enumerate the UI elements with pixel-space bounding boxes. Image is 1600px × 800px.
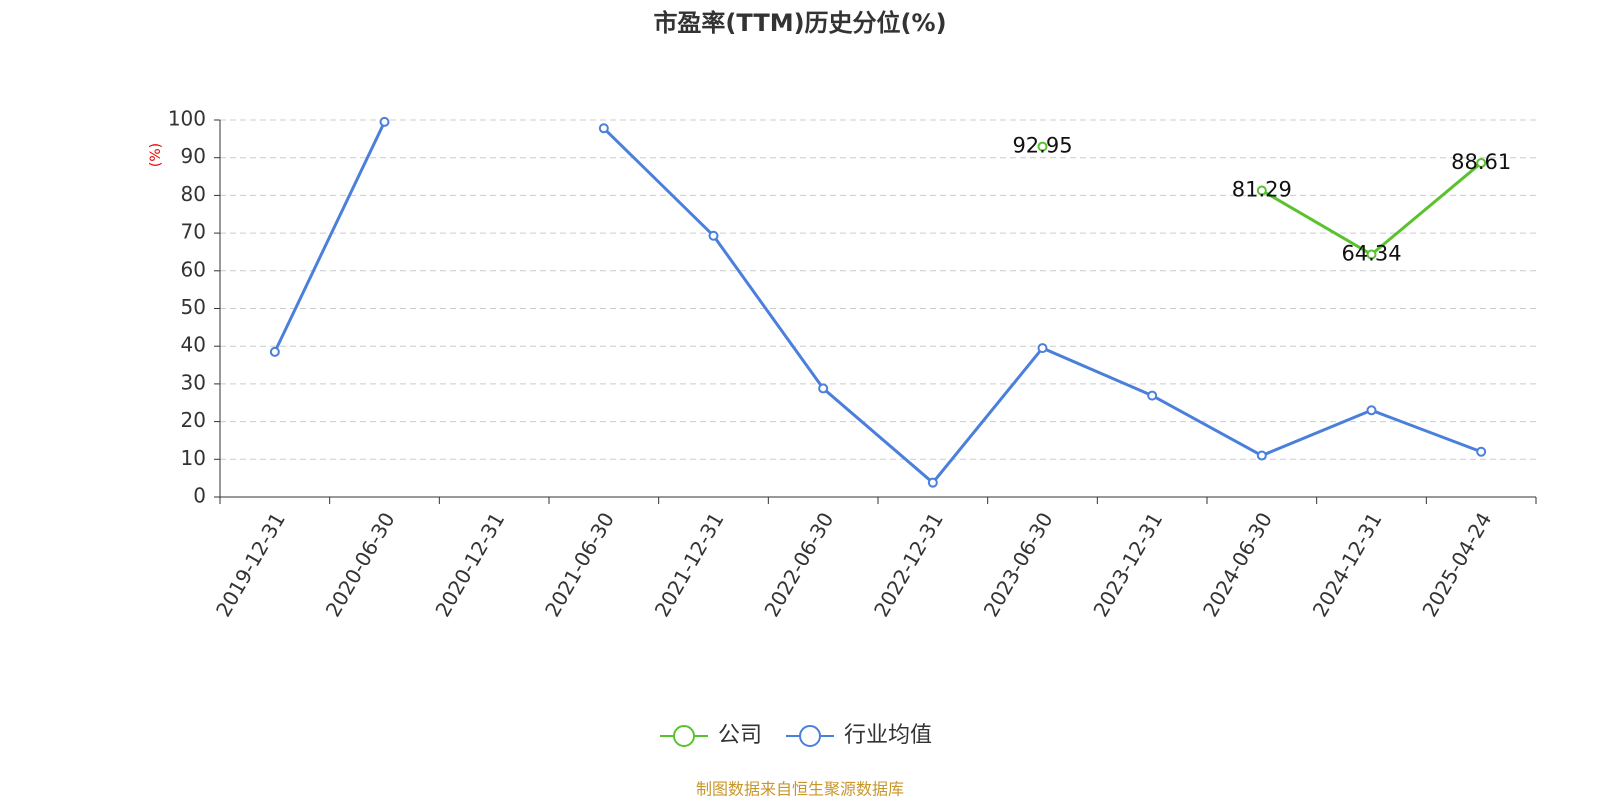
point [1037,343,1048,354]
point [927,477,938,488]
legend-label: 公司 [718,723,762,748]
y-tick-label: 80 [181,182,206,206]
point [1256,185,1267,196]
data-label: 92.95 [1012,134,1072,158]
y-tick-label: 20 [181,408,206,432]
point [818,383,829,394]
x-tick-label: 2021-06-30 [540,508,619,621]
legend-item: 公司 [660,723,762,748]
y-tick-label: 70 [181,220,206,244]
point [1366,405,1377,416]
y-tick-label: 10 [181,446,206,470]
point [269,346,280,357]
x-tick-label: 2019-12-31 [211,508,290,621]
y-tick-label: 90 [181,144,206,168]
y-tick-label: 60 [181,257,206,281]
x-tick-label: 2021-12-31 [650,508,729,621]
point [1366,249,1377,260]
data-label: 81.29 [1232,178,1292,202]
source-note: 制图数据来自恒生聚源数据库 [696,780,904,799]
point [379,116,390,127]
legend-item: 行业均值 [786,723,932,748]
point [1256,450,1267,461]
point [1037,141,1048,152]
x-tick-label: 2023-12-31 [1088,508,1167,621]
x-tick-label: 2022-12-31 [869,508,948,621]
point [1476,157,1487,168]
x-tick-label: 2024-12-31 [1308,508,1387,621]
y-tick-label: 0 [193,484,206,508]
x-tick-label: 2020-12-31 [430,508,509,621]
chart-title: 市盈率(TTM)历史分位(%) [653,9,946,37]
x-tick-label: 2020-06-30 [321,508,400,621]
legend-marker [673,725,695,747]
y-axis-label: (%) [148,143,164,167]
point [1476,446,1487,457]
x-tick-label: 2024-06-30 [1198,508,1277,621]
point [708,230,719,241]
x-tick-label: 2025-04-24 [1417,508,1496,621]
y-tick-label: 50 [181,295,206,319]
x-tick-label: 2023-06-30 [979,508,1058,621]
y-tick-label: 100 [168,107,206,131]
x-tick-label: 2022-06-30 [759,508,838,621]
series-line [273,121,1482,485]
point [598,123,609,134]
legend-marker [799,725,822,747]
legend-label: 行业均值 [844,723,932,748]
y-tick-label: 40 [181,333,206,357]
data-label: 64.34 [1341,241,1401,265]
y-tick-label: 30 [181,370,206,394]
point [1147,390,1158,401]
data-label: 88.61 [1451,150,1511,174]
